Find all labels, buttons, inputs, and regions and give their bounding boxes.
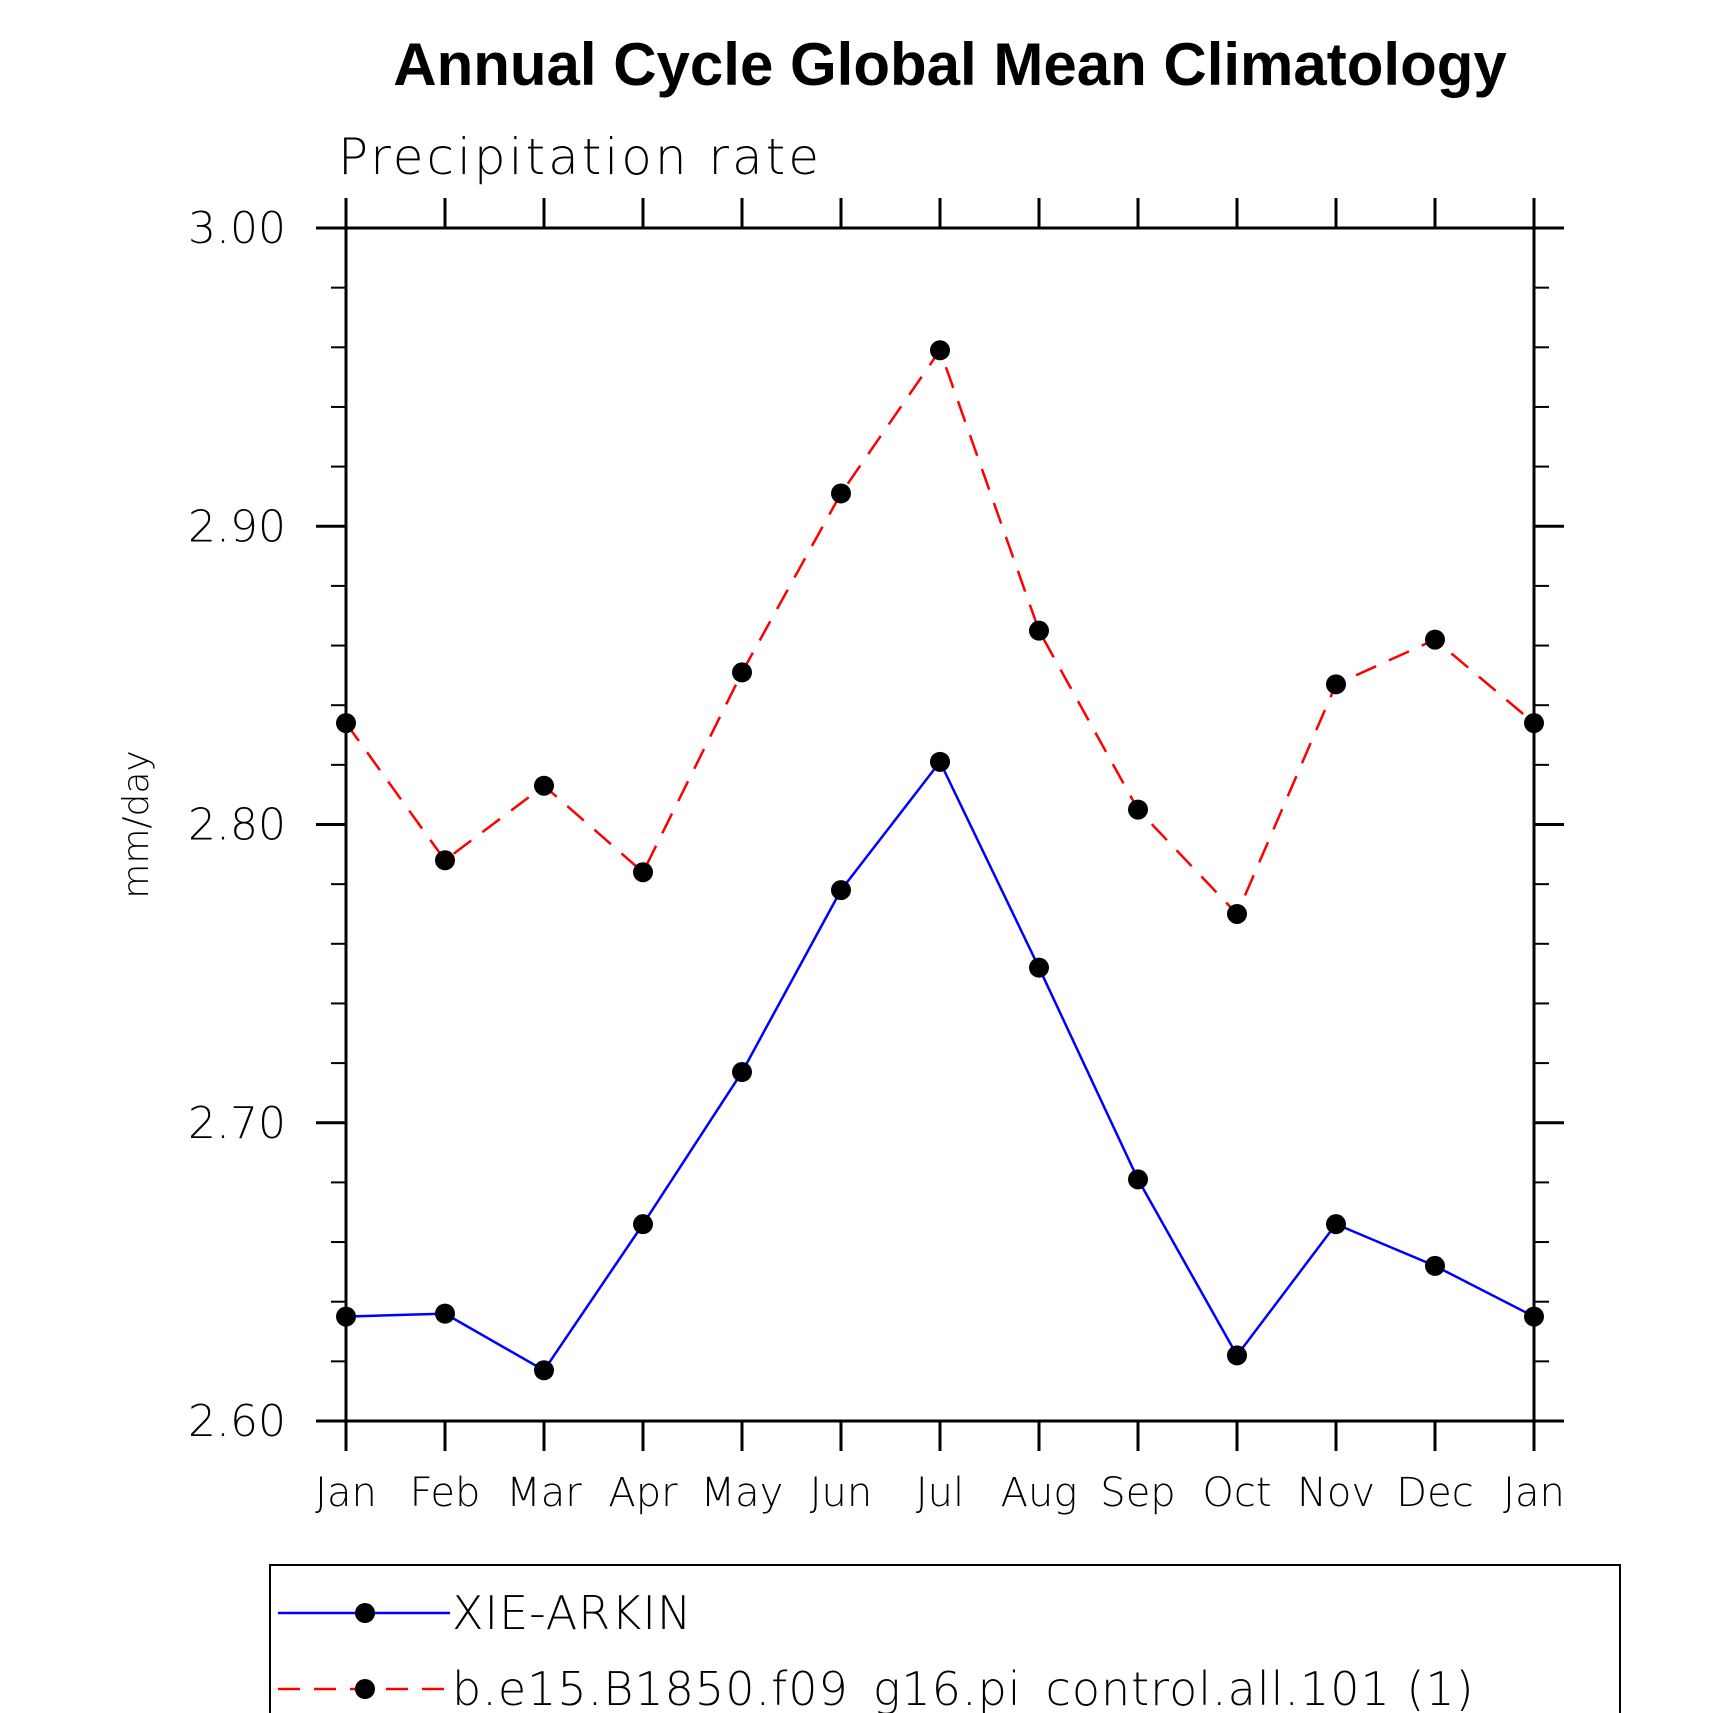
series-line-0 [345,759,1535,1372]
x-tick-label: Nov [1297,1470,1375,1516]
x-tick-label: Feb [410,1470,481,1516]
x-tick-label: Dec [1396,1470,1473,1516]
y-axis-label: mm/day [116,750,157,898]
x-tick-label: Aug [1001,1470,1078,1516]
data-point-1 [534,775,554,796]
data-point-1 [1227,903,1247,924]
x-tick-label: Jun [810,1470,873,1516]
data-point-0 [1029,957,1049,978]
data-point-1 [1425,629,1445,650]
x-tick-label: Apr [608,1470,678,1516]
legend-label-1: b.e15.B1850.f09_g16.pi_control.all.101 (… [452,1662,1475,1713]
y-tick-label: 2.60 [188,1396,286,1447]
data-point-1 [1029,620,1049,641]
y-tick-label: 2.90 [188,501,286,552]
legend-label-0: XIE-ARKIN [452,1586,692,1640]
plot-frame [344,226,1536,1423]
x-tick-label: Jan [1503,1470,1565,1516]
chart-title: Annual Cycle Global Mean Climatology [393,31,1507,98]
data-point-0 [732,1062,752,1083]
data-point-0 [1326,1214,1346,1235]
legend-marker-0 [355,1603,375,1623]
data-point-1 [1128,799,1148,820]
data-point-1 [435,850,455,871]
data-point-1 [1326,674,1346,695]
legend-box [269,1564,1621,1713]
axis-ticks [316,198,1564,1451]
y-tick-label: 2.70 [188,1098,286,1149]
data-point-1 [732,662,752,683]
x-tick-label: Sep [1100,1470,1175,1516]
data-point-0 [930,751,950,772]
x-tick-label: May [701,1470,784,1516]
x-tick-label: Oct [1202,1470,1271,1516]
data-point-1 [831,483,851,504]
y-tick-label: 2.80 [188,800,286,851]
data-point-0 [633,1214,653,1235]
data-point-0 [831,880,851,901]
series-layer [336,340,1544,1381]
x-tick-label: Jan [315,1470,377,1516]
legend-marker-1 [355,1679,375,1699]
x-tick-label: Mar [506,1470,582,1516]
series-line-1 [344,347,1535,917]
legend: XIE-ARKIN b.e15.B1850.f09_g16.pi_control.… [269,1564,1621,1713]
data-point-0 [1128,1169,1148,1190]
x-tick-label: Jul [916,1470,964,1516]
data-point-0 [1425,1255,1445,1276]
data-point-0 [1227,1345,1247,1366]
chart-subtitle: Precipitation rate [338,128,822,186]
data-point-0 [435,1303,455,1324]
data-point-1 [930,340,950,361]
data-point-1 [633,862,653,883]
tick-labels: Jan Feb Mar Apr May Jun Jul Aug Sep Oct Nov Dec Jan 2… [188,203,1565,1516]
y-tick-label: 3.00 [188,203,286,254]
data-point-0 [534,1360,554,1381]
